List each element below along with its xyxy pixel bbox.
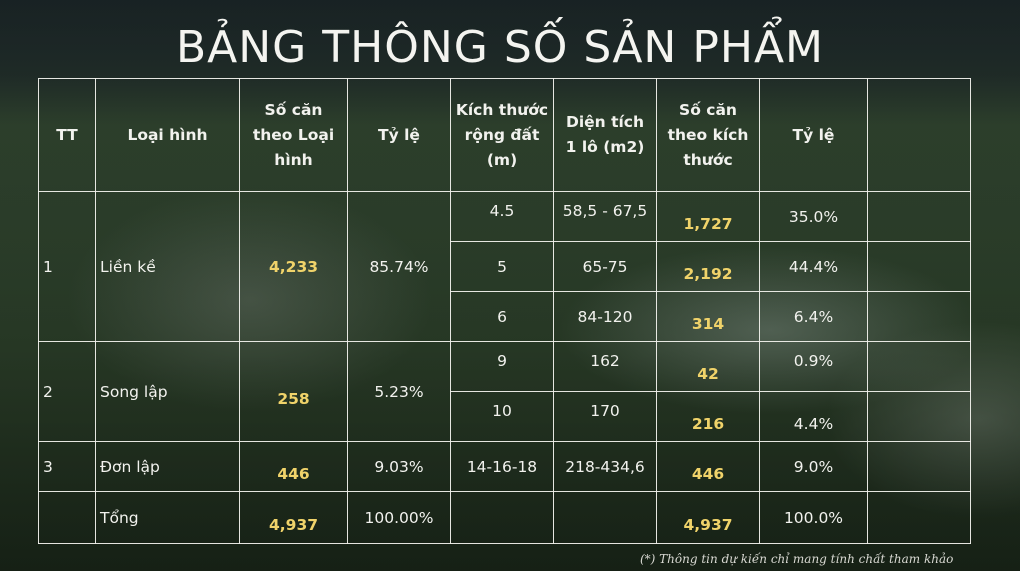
cell-tt: 2 bbox=[38, 341, 96, 442]
cell-size-ratio: 4.4% bbox=[759, 391, 868, 442]
header-dien-tich: Diện tích 1 lô (m2) bbox=[553, 78, 657, 192]
cell-empty bbox=[867, 191, 971, 242]
page-title: BẢNG THÔNG SỐ SẢN PHẨM bbox=[175, 22, 825, 73]
cell-size-ratio: 35.0% bbox=[759, 191, 868, 242]
table-row: 3 Đơn lập 446 9.03% 14-16-18 218-434,6 4… bbox=[38, 441, 971, 492]
cell-type-count: 4,233 bbox=[239, 191, 348, 342]
cell-area: 58,5 - 67,5 bbox=[553, 191, 657, 242]
cell-size-count: 1,727 bbox=[656, 191, 760, 242]
cell-type: Đơn lập bbox=[95, 441, 240, 492]
header-ty-le-kich-thuoc: Tỷ lệ bbox=[759, 78, 868, 192]
header-empty bbox=[867, 78, 971, 192]
cell-width: 9 bbox=[450, 341, 554, 392]
cell-area: 84-120 bbox=[553, 291, 657, 342]
cell-area: 218-434,6 bbox=[553, 441, 657, 492]
cell-total-ratio: 100.00% bbox=[347, 491, 451, 544]
cell-type-count: 446 bbox=[239, 441, 348, 492]
cell-width: 4.5 bbox=[450, 191, 554, 242]
table-row: 5 65-75 2,192 44.4% bbox=[39, 241, 971, 292]
cell-type-ratio: 9.03% bbox=[347, 441, 451, 492]
cell-size-ratio: 6.4% bbox=[759, 291, 868, 342]
cell-size-ratio: 0.9% bbox=[759, 341, 868, 392]
table-row: 2 Song lập 258 5.23% 9 162 42 0.9% bbox=[38, 341, 971, 442]
cell-tt bbox=[38, 491, 96, 544]
cell-total-size-ratio: 100.0% bbox=[759, 491, 868, 544]
cell-type-ratio: 85.74% bbox=[347, 191, 451, 342]
cell-tt: 3 bbox=[38, 441, 96, 492]
cell-area: 162 bbox=[553, 341, 657, 392]
cell-width: 6 bbox=[450, 291, 554, 342]
table-row: 1 Liền kề 4,233 85.74% 4.5 58,5 - 67,5 1… bbox=[38, 191, 971, 342]
cell-size-count: 446 bbox=[656, 441, 760, 492]
cell-tt: 1 bbox=[38, 191, 96, 342]
header-so-can-kich-thuoc: Số căn theo kích thước bbox=[656, 78, 760, 192]
cell-size-ratio: 44.4% bbox=[759, 241, 868, 292]
table-row: 10 170 216 4.4% bbox=[39, 391, 971, 442]
cell-width: 5 bbox=[450, 241, 554, 292]
cell-area: 170 bbox=[553, 391, 657, 442]
header-so-can-loai-hinh: Số căn theo Loại hình bbox=[239, 78, 348, 192]
header-loai-hinh: Loại hình bbox=[95, 78, 240, 192]
cell-empty bbox=[867, 441, 971, 492]
cell-empty bbox=[867, 341, 971, 392]
cell-total-count: 4,937 bbox=[239, 491, 348, 544]
cell-type-count: 258 bbox=[239, 341, 348, 442]
cell-empty bbox=[867, 241, 971, 292]
cell-size-count: 216 bbox=[656, 391, 760, 442]
product-spec-table: TT Loại hình Số căn theo Loại hình Tỷ lệ… bbox=[38, 78, 971, 544]
header-kich-thuoc: Kích thước rộng đất (m) bbox=[450, 78, 554, 192]
cell-type: Liền kề bbox=[95, 191, 240, 342]
cell-area: 65-75 bbox=[553, 241, 657, 292]
cell-size-count: 2,192 bbox=[656, 241, 760, 292]
cell-width: 14-16-18 bbox=[450, 441, 554, 492]
cell-empty bbox=[867, 491, 971, 544]
cell-empty bbox=[867, 291, 971, 342]
total-row: Tổng 4,937 100.00% 4,937 100.0% bbox=[38, 491, 971, 544]
cell-size-ratio: 9.0% bbox=[759, 441, 868, 492]
cell-width: 10 bbox=[450, 391, 554, 442]
cell-empty bbox=[450, 491, 554, 544]
table-row: 6 84-120 314 6.4% bbox=[39, 291, 971, 342]
header-row: TT Loại hình Số căn theo Loại hình Tỷ lệ… bbox=[38, 78, 971, 192]
cell-total-label: Tổng bbox=[95, 491, 240, 544]
cell-size-count: 314 bbox=[656, 291, 760, 342]
header-tt: TT bbox=[38, 78, 96, 192]
header-ty-le-loai-hinh: Tỷ lệ bbox=[347, 78, 451, 192]
cell-size-count: 42 bbox=[656, 341, 760, 392]
footnote: (*) Thông tin dự kiến chỉ mang tính chất… bbox=[640, 552, 954, 566]
cell-empty bbox=[867, 391, 971, 442]
cell-type: Song lập bbox=[95, 341, 240, 442]
cell-total-size-count: 4,937 bbox=[656, 491, 760, 544]
cell-empty bbox=[553, 491, 657, 544]
cell-type-ratio: 5.23% bbox=[347, 341, 451, 442]
